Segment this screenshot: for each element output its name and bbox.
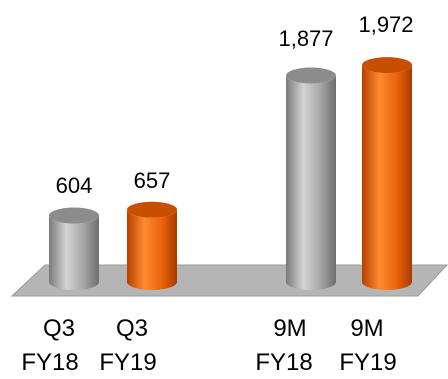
category-label-q3-fy18-line1: Q3 xyxy=(43,315,75,342)
value-label-q3-fy19: 657 xyxy=(134,168,171,193)
bar-top-q3-fy19 xyxy=(127,201,177,218)
bar-top-9m-fy18 xyxy=(286,67,336,84)
bar-top-9m-fy19 xyxy=(362,57,412,74)
category-label-q3-fy19-line2: FY19 xyxy=(99,349,156,376)
category-label-q3-fy18-line2: FY18 xyxy=(21,349,78,376)
value-label-9m-fy19: 1,972 xyxy=(358,12,413,37)
category-label-9m-fy19-line1: 9M xyxy=(350,315,383,342)
category-label-9m-fy18-line2: FY18 xyxy=(255,349,312,376)
bar-top-q3-fy18 xyxy=(49,207,99,224)
bar-q3-fy18 xyxy=(49,215,99,290)
bar-q3-fy19 xyxy=(127,209,177,290)
category-label-q3-fy19-line1: Q3 xyxy=(116,315,148,342)
value-label-q3-fy18: 604 xyxy=(56,173,93,198)
bar-9m-fy18 xyxy=(286,75,336,290)
category-label-9m-fy19-line2: FY19 xyxy=(339,349,396,376)
category-label-9m-fy18-line1: 9M xyxy=(273,315,306,342)
value-label-9m-fy18: 1,877 xyxy=(278,26,333,51)
bars-group xyxy=(49,57,412,290)
bar-9m-fy19 xyxy=(362,65,412,290)
